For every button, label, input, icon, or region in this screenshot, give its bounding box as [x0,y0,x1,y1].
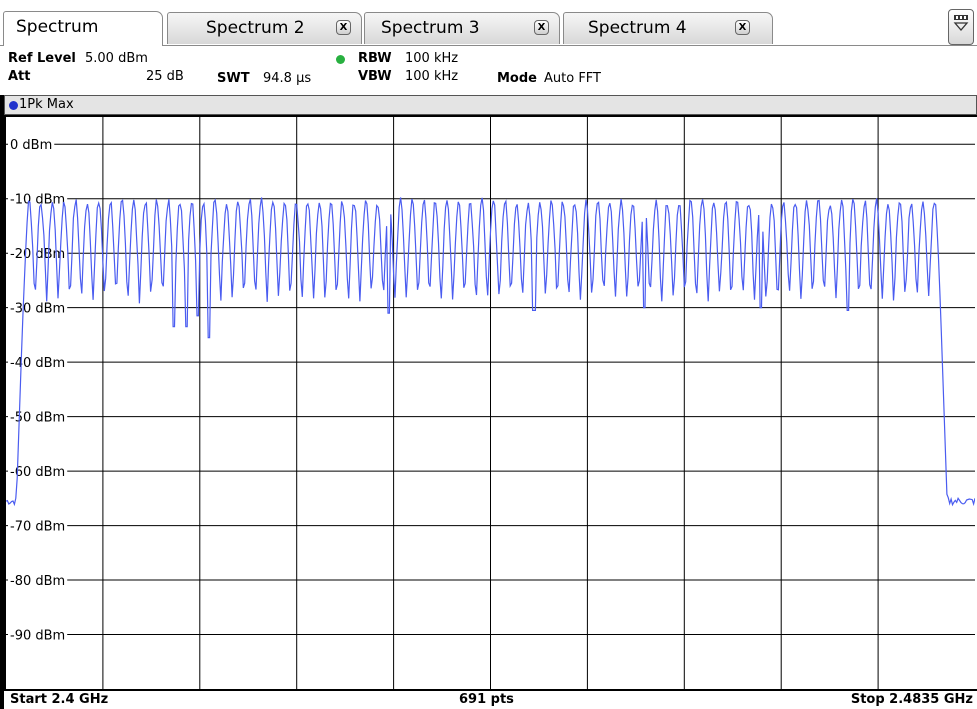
y-tick-label: -60 dBm [10,465,65,480]
tab-label: Spectrum 4 [588,18,687,38]
y-tick-label: -50 dBm [10,411,65,426]
ref-level-label: Ref Level [8,51,76,66]
y-tick-label: -90 dBm [10,629,65,644]
tab-label: Spectrum [16,17,99,37]
close-icon[interactable]: X [534,20,549,35]
att-label: Att [8,69,31,84]
mode-value: Auto FFT [544,71,601,86]
start-frequency: Start 2.4 GHz [10,692,109,707]
tick-label-bg [8,408,68,425]
swt-value: 94.8 µs [263,71,312,86]
tick-label-bg [8,517,68,534]
multiview-icon [953,15,969,31]
tab-spectrum-4[interactable]: Spectrum 4 X [563,12,773,44]
y-tick-label: -70 dBm [10,520,65,535]
tick-label-bg [8,354,68,371]
rbw-value: 100 kHz [405,51,459,66]
trace-indicator-dot [9,101,18,110]
swt-label: SWT [217,71,250,86]
sweep-points: 691 pts [459,692,514,707]
close-icon[interactable]: X [735,20,750,35]
rbw-label: RBW [358,51,392,66]
window-left-edge [0,95,4,709]
measurement-settings: Ref Level 5.00 dBm Att 25 dB SWT 94.8 µs… [0,47,977,93]
vbw-value: 100 kHz [405,69,459,84]
trace-info-bar: 1Pk Max [4,95,977,115]
mode-label: Mode [497,71,537,86]
att-value: 25 dB [146,69,184,84]
trace-label: 1Pk Max [19,97,74,112]
tick-label-bg [8,626,68,643]
spectrum-diagram[interactable]: 0 dBm -10 dBm -20 dBm -30 dBm -40 dBm -50 dBm… [4,115,977,689]
trace-1pk-max [6,197,975,507]
stop-frequency: Stop 2.4835 GHz [850,692,973,707]
rbw-indicator-dot [336,55,345,64]
diagram-footer: Start 2.4 GHz 691 pts Stop 2.4835 GHz [4,689,977,709]
vbw-label: VBW [358,69,392,84]
tab-bar: Spectrum Spectrum 2 X Spectrum 3 X Spect… [0,0,977,46]
tick-label-bg [8,572,68,589]
tick-label-bg [8,136,55,153]
y-tick-label: -80 dBm [10,574,65,589]
y-tick-label: -10 dBm [10,193,65,208]
multiview-button[interactable] [948,9,974,45]
tab-label: Spectrum 3 [381,18,480,38]
tab-label: Spectrum 2 [206,18,305,38]
close-icon[interactable]: X [336,20,351,35]
tick-label-bg [8,463,68,480]
tab-spectrum-3[interactable]: Spectrum 3 X [364,12,560,44]
tab-spectrum-2[interactable]: Spectrum 2 X [167,12,362,44]
y-tick-label: 0 dBm [10,138,52,153]
y-tick-label: -40 dBm [10,356,65,371]
ref-level-value: 5.00 dBm [85,51,148,66]
tab-underline [0,45,977,46]
y-tick-label: -30 dBm [10,302,65,317]
spectrum-plot[interactable]: 0 dBm-10 dBm-20 dBm-30 dBm-40 dBm-50 dBm… [6,117,975,689]
tab-spectrum[interactable]: Spectrum [3,11,163,46]
